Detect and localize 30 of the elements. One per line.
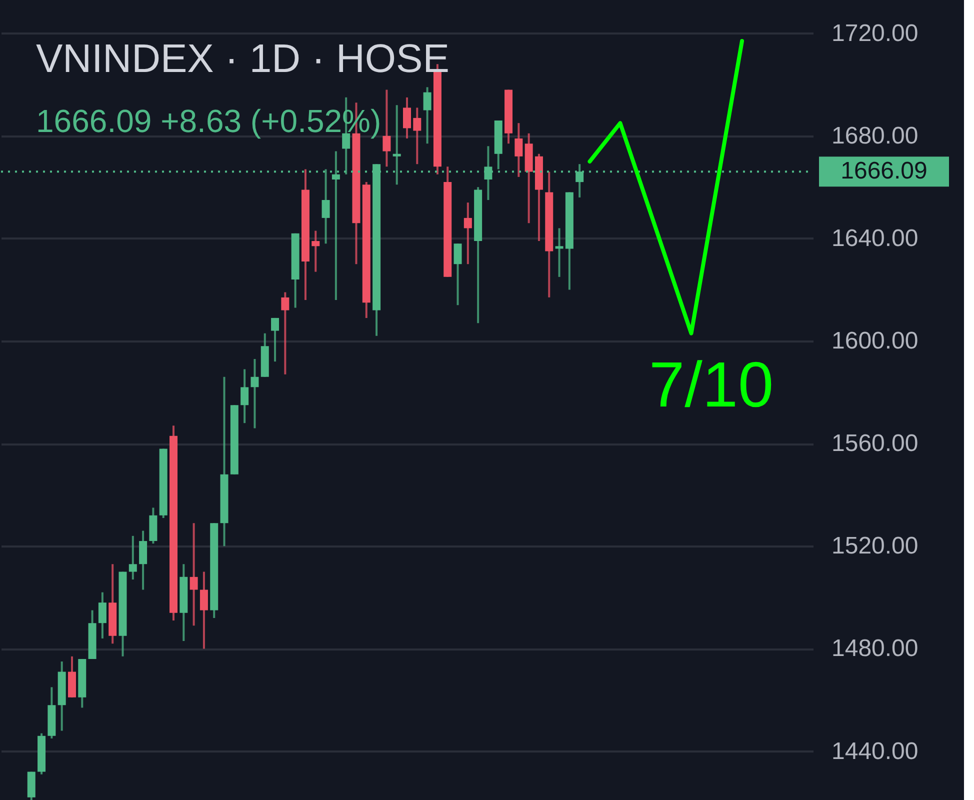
line-series [588,39,744,336]
y-tick-label: 1520.00 [832,532,918,560]
y-tick-label: 1720.00 [832,20,918,47]
candlestick [555,227,564,278]
candlestick [403,96,411,140]
candlestick [312,230,320,273]
candlestick [190,522,198,627]
candlestick [413,106,422,166]
ref-line-label: 1666.09 [840,158,928,185]
candlestick [281,291,290,376]
candlestick [464,202,472,266]
candlestick [382,88,391,168]
annotation: 7/10 [648,348,774,420]
y-tick-label: 1600.00 [832,328,918,355]
candlestick [200,570,208,650]
y-tick-label: 1480.00 [832,635,918,662]
candlestick [423,86,432,145]
candlestick [240,368,249,424]
candlestick [98,591,106,640]
candlestick [139,530,148,591]
y-tick-label: 1640.00 [832,224,918,252]
candlestick [271,316,280,363]
text: VNINDEX · 1D · HOSE [36,37,450,81]
y-tick-label: 1440.00 [832,738,918,765]
candlestick [128,534,137,580]
candlestick [454,242,462,306]
y-tick-label: 1680.00 [832,122,918,150]
candlestick [250,358,259,430]
candlestick [514,122,523,178]
y-tick-label: 1560.00 [832,430,918,458]
